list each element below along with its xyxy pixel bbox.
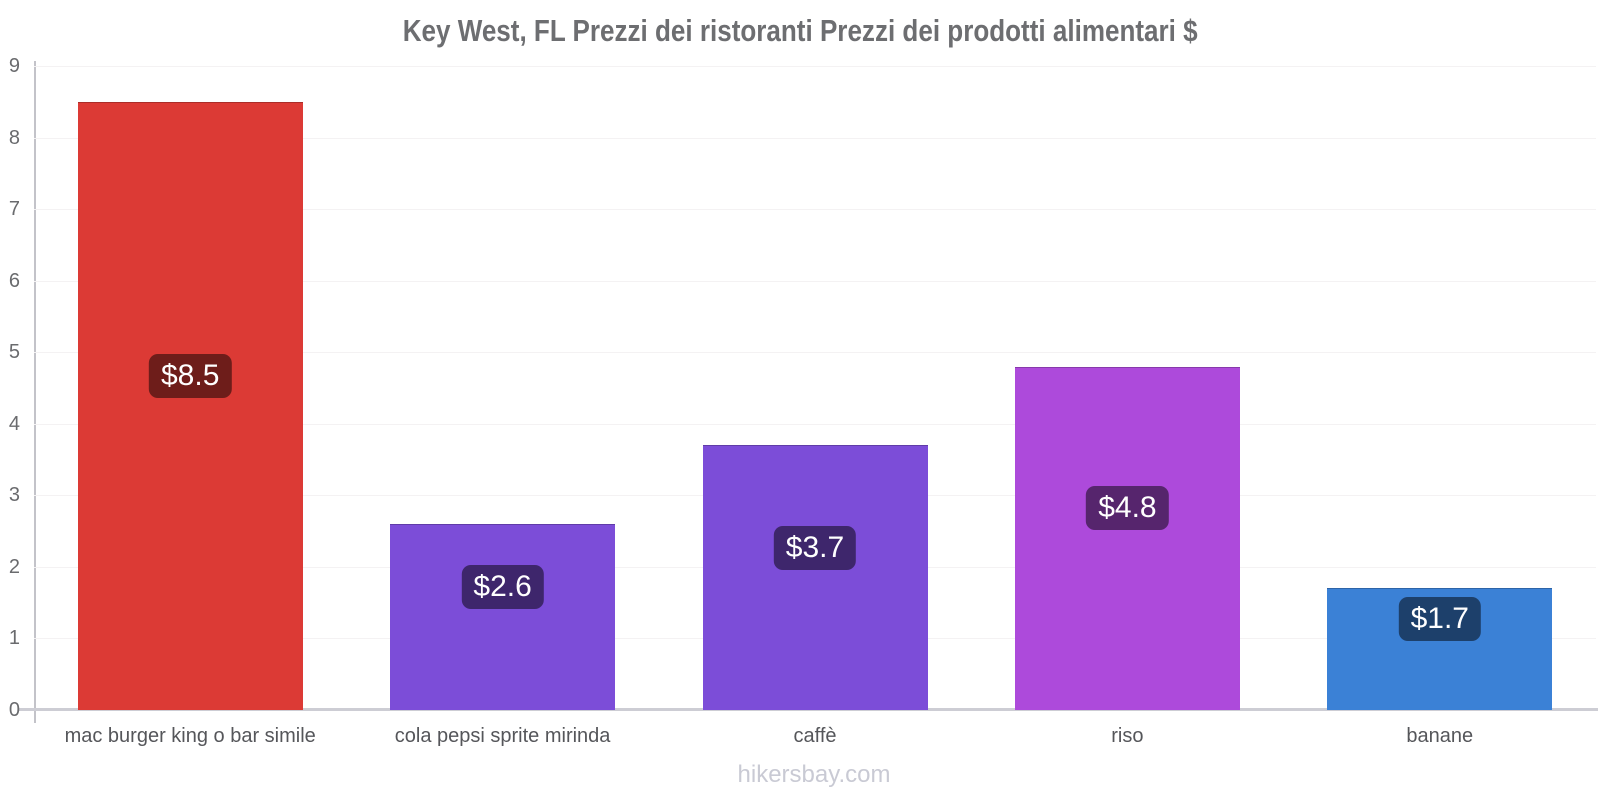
y-tick-label: 9 — [8, 55, 20, 77]
gridline — [34, 209, 1596, 211]
y-axis-tick-labels: 0 1 2 3 4 5 6 7 8 9 — [0, 55, 20, 721]
chart-title: Key West, FL Prezzi dei ristoranti Prezz… — [0, 13, 1600, 49]
y-tick-label: 2 — [8, 555, 20, 578]
gridline — [34, 137, 1596, 139]
chart-title-text: Key West, FL Prezzi dei ristoranti Prezz… — [402, 13, 1198, 48]
y-axis-line — [34, 61, 36, 723]
category-label: caffè — [793, 725, 837, 747]
watermark: hikersbay.com — [737, 761, 891, 788]
category-label: cola pepsi sprite mirinda — [394, 725, 611, 747]
bar-4[interactable]: $4.8 — [1014, 366, 1240, 710]
gridline — [34, 423, 1596, 425]
bar-3[interactable]: $3.7 — [702, 445, 928, 710]
value-label: $1.7 — [1398, 597, 1481, 642]
gridline — [34, 66, 1596, 67]
value-label: $2.6 — [461, 564, 544, 609]
bar-1[interactable]: $8.5 — [77, 101, 303, 710]
value-label: $3.7 — [773, 525, 857, 570]
y-tick-label: 1 — [8, 627, 20, 650]
gridline — [34, 280, 1596, 282]
y-tick-label: 3 — [8, 484, 20, 507]
gridline — [34, 352, 1596, 354]
category-label: mac burger king o bar simile — [64, 725, 316, 747]
bar-2[interactable]: $2.6 — [390, 523, 616, 710]
y-tick-label: 6 — [8, 269, 20, 292]
y-tick-label: 4 — [8, 412, 20, 435]
y-tick-label: 7 — [8, 198, 20, 221]
y-tick-label: 0 — [8, 699, 20, 721]
value-label: $4.8 — [1086, 486, 1169, 531]
category-label: riso — [1111, 725, 1144, 747]
category-label: banane — [1406, 725, 1474, 747]
value-label: $8.5 — [148, 353, 232, 398]
plot-area: $8.5 mac burger king o bar simile $2.6 cola… — [18, 61, 1598, 747]
bar-5[interactable]: $1.7 — [1327, 588, 1553, 710]
y-tick-label: 5 — [8, 341, 20, 364]
y-tick-label: 8 — [8, 126, 20, 149]
